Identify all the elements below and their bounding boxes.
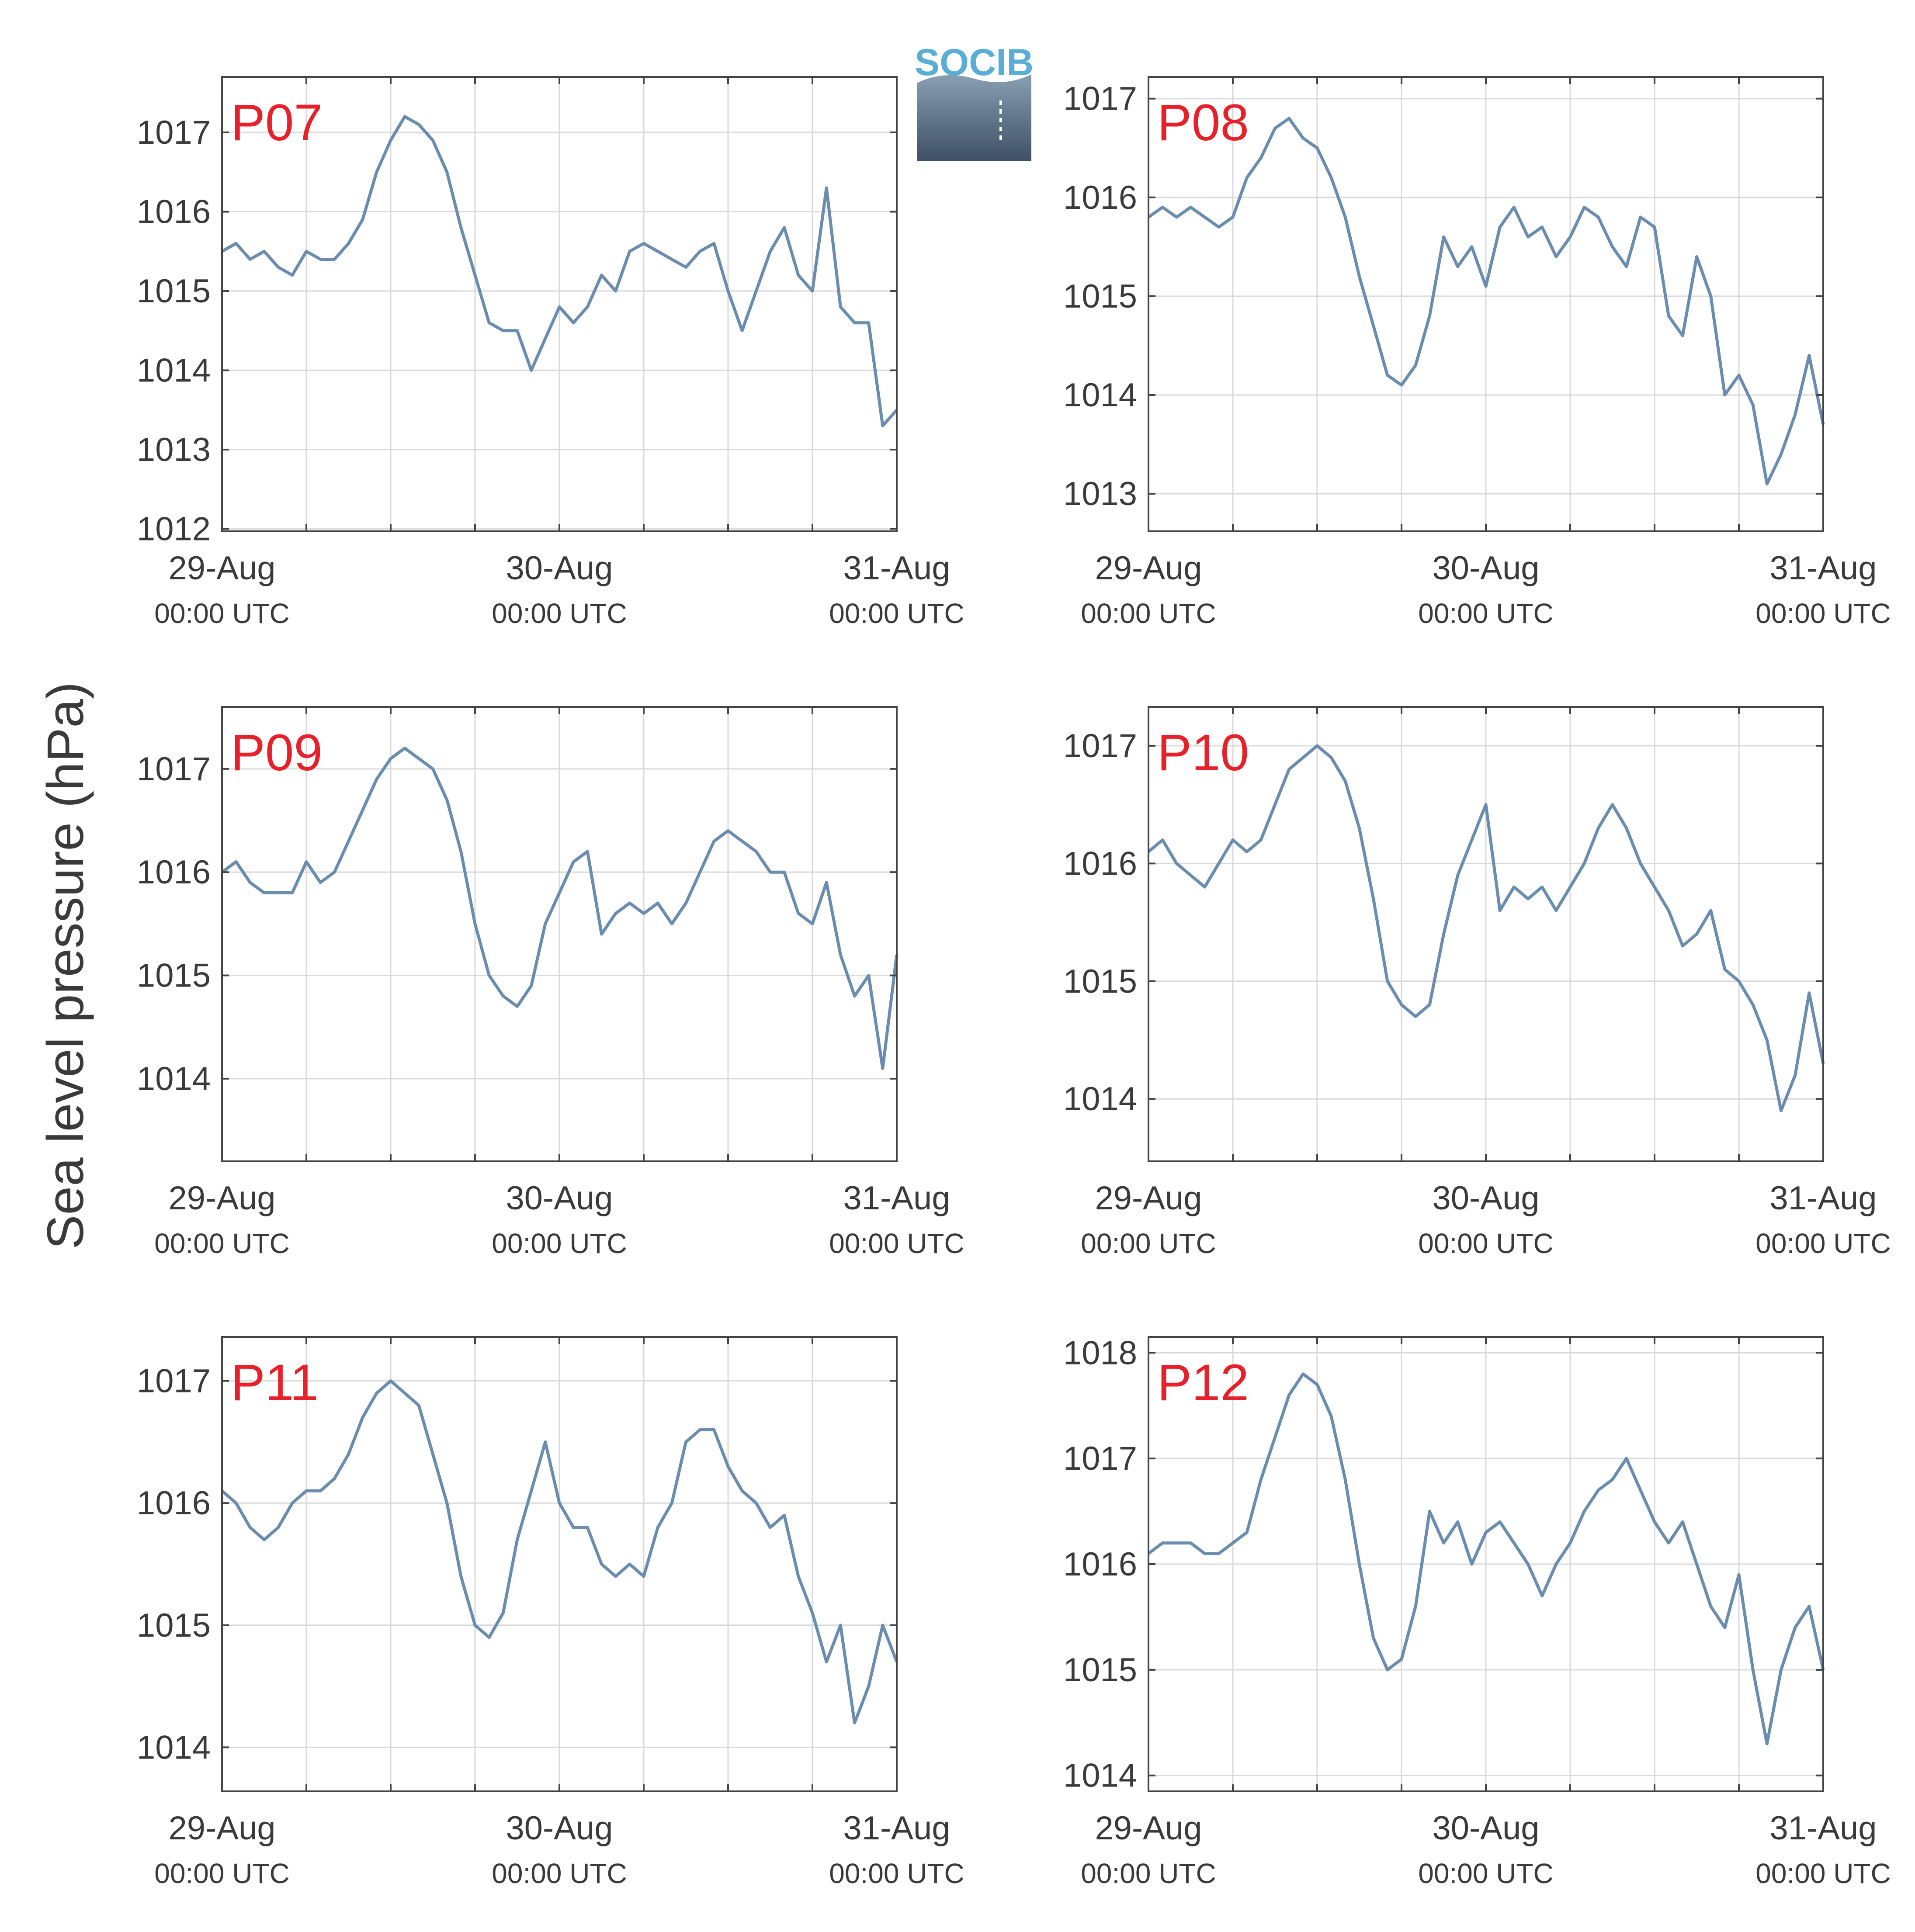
x-tick-sublabel: 00:00 UTC [1081, 1858, 1216, 1889]
y-tick-label: 1016 [1063, 179, 1137, 216]
x-tick-label: 29-Aug [1095, 550, 1202, 587]
x-tick-sublabel: 00:00 UTC [829, 1228, 964, 1259]
socib-logo: SOCIB [915, 42, 1034, 161]
y-tick-label: 1017 [1063, 1440, 1137, 1477]
station-label: P07 [231, 94, 323, 152]
x-tick-sublabel: 00:00 UTC [1755, 598, 1891, 629]
logo-wave-block [917, 73, 1031, 161]
x-tick-sublabel: 00:00 UTC [492, 1228, 627, 1259]
y-tick-label: 1012 [137, 511, 211, 548]
y-tick-label: 1015 [137, 1607, 211, 1644]
series-line [221, 747, 899, 1070]
x-tick-label: 29-Aug [168, 1810, 275, 1847]
x-tick-label: 30-Aug [1432, 1180, 1539, 1217]
y-tick-label: 1016 [137, 1485, 211, 1522]
y-tick-label: 1017 [137, 114, 211, 151]
y-tick-label: 1014 [137, 1060, 211, 1098]
y-tick-label: 1017 [137, 1363, 211, 1400]
x-tick-label: 31-Aug [1769, 1180, 1877, 1217]
x-tick-label: 29-Aug [168, 550, 275, 587]
x-tick-label: 31-Aug [1769, 550, 1877, 587]
x-tick-sublabel: 00:00 UTC [154, 1228, 289, 1259]
y-tick-label: 1017 [1063, 80, 1137, 118]
x-tick-sublabel: 00:00 UTC [1081, 598, 1216, 629]
y-tick-label: 1015 [137, 957, 211, 994]
y-tick-label: 1017 [137, 751, 211, 788]
series-line [221, 115, 898, 428]
x-tick-label: 30-Aug [1432, 1810, 1539, 1847]
y-tick-label: 1014 [1063, 377, 1137, 414]
station-label: P09 [231, 724, 323, 782]
series-line [1147, 744, 1825, 1112]
x-tick-label: 31-Aug [843, 1180, 950, 1217]
series-line [221, 1379, 899, 1724]
x-tick-label: 31-Aug [1769, 1810, 1877, 1847]
chart-panel-p10: 1014 1015 1016 1017 29-Aug 00:00 UTC 30-Aug 00:… [1063, 706, 1891, 1259]
y-tick-label: 1015 [137, 273, 211, 310]
y-tick-label: 1017 [1063, 727, 1137, 765]
x-tick-sublabel: 00:00 UTC [1418, 598, 1553, 629]
x-tick-sublabel: 00:00 UTC [154, 1858, 289, 1889]
station-label: P08 [1157, 94, 1249, 152]
chart-panel-p08: 1013 1014 1015 1016 1017 29-Aug 00:00 UTC 30-Au… [1063, 76, 1891, 629]
y-tick-label: 1018 [1063, 1334, 1137, 1371]
x-tick-sublabel: 00:00 UTC [1081, 1228, 1216, 1259]
y-tick-label: 1016 [1063, 1546, 1137, 1583]
y-tick-label: 1014 [137, 1729, 211, 1766]
y-tick-label: 1014 [1063, 1080, 1137, 1118]
chart-panel-p09: 1014 1015 1016 1017 29-Aug 00:00 UTC 30-Aug 00:… [137, 706, 964, 1259]
chart-panel-p11: 1014 1015 1016 1017 29-Aug 00:00 UTC 30-Aug 00:… [137, 1336, 964, 1889]
x-tick-sublabel: 00:00 UTC [1755, 1858, 1891, 1889]
logo-text: SOCIB [915, 42, 1034, 83]
station-label: P11 [231, 1354, 319, 1412]
x-tick-label: 29-Aug [1095, 1810, 1202, 1847]
y-tick-label: 1014 [137, 352, 211, 389]
series-line [1147, 1372, 1825, 1745]
x-tick-sublabel: 00:00 UTC [154, 598, 289, 629]
x-tick-sublabel: 00:00 UTC [1418, 1858, 1553, 1889]
y-tick-label: 1016 [1063, 845, 1137, 882]
y-tick-label: 1014 [1063, 1757, 1137, 1794]
x-tick-sublabel: 00:00 UTC [492, 1858, 627, 1889]
chart-panel-p12: 1014 1015 1016 1017 1018 29-Aug 00:00 UTC 30-Au… [1063, 1334, 1891, 1889]
x-tick-label: 29-Aug [1095, 1180, 1202, 1217]
x-tick-label: 31-Aug [843, 550, 950, 587]
y-tick-label: 1013 [137, 431, 211, 468]
station-label: P12 [1157, 1354, 1249, 1412]
figure-ylabel: Sea level pressure (hPa) [37, 682, 94, 1250]
x-tick-label: 30-Aug [506, 550, 613, 587]
x-tick-label: 30-Aug [1432, 550, 1539, 587]
chart-panel-p07: 1012 1013 1014 1015 1016 1017 29-Aug 00:00 UTC 3… [137, 76, 964, 629]
x-tick-sublabel: 00:00 UTC [492, 598, 627, 629]
x-tick-sublabel: 00:00 UTC [1755, 1228, 1891, 1259]
y-tick-label: 1015 [1063, 963, 1137, 1000]
station-label: P10 [1157, 724, 1249, 782]
y-tick-label: 1016 [137, 194, 211, 231]
x-tick-sublabel: 00:00 UTC [1418, 1228, 1553, 1259]
x-tick-label: 30-Aug [506, 1180, 613, 1217]
x-tick-sublabel: 00:00 UTC [829, 598, 964, 629]
y-tick-label: 1013 [1063, 475, 1137, 512]
x-tick-sublabel: 00:00 UTC [829, 1858, 964, 1889]
x-tick-label: 30-Aug [506, 1810, 613, 1847]
y-tick-label: 1015 [1063, 278, 1137, 315]
y-tick-label: 1015 [1063, 1652, 1137, 1689]
x-tick-label: 29-Aug [168, 1180, 275, 1217]
logo-wave-crest [917, 73, 1031, 83]
y-tick-label: 1016 [137, 854, 211, 891]
x-tick-label: 31-Aug [843, 1810, 950, 1847]
